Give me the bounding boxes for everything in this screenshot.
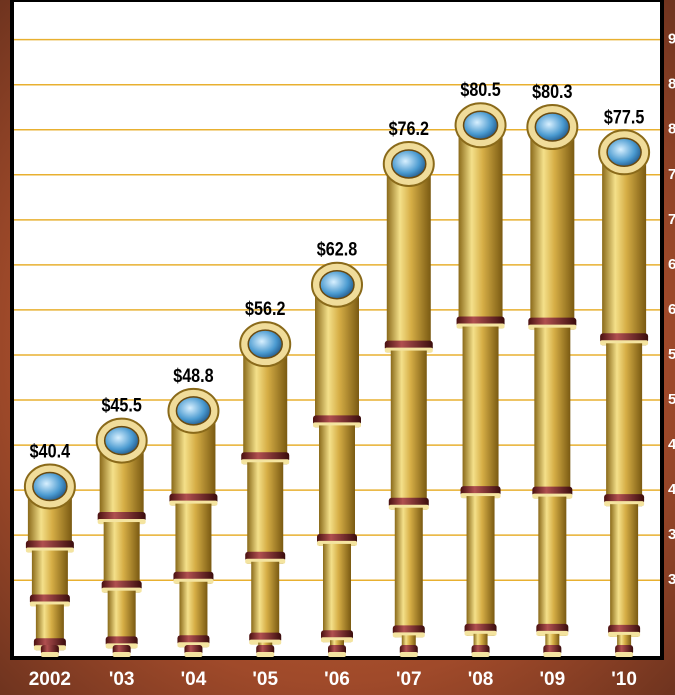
telescope-section bbox=[602, 152, 646, 345]
y-tick-label: 60 bbox=[668, 301, 675, 318]
page: 30 35 40 45 50 55 60 65 70 75 80 85 90 2002 $40.4 '03 $4… bbox=[0, 0, 675, 695]
x-tick-label: '06 bbox=[324, 669, 350, 690]
y-tick-label: 30 bbox=[668, 571, 675, 588]
value-label: $45.5 bbox=[101, 394, 142, 416]
telescope-ring bbox=[472, 652, 490, 657]
telescope-section bbox=[247, 462, 283, 563]
x-tick-label: '07 bbox=[396, 669, 422, 690]
telescope-ring bbox=[400, 652, 418, 657]
telescope-ring bbox=[543, 652, 561, 657]
telescope-ring bbox=[113, 652, 131, 657]
y-tick-label: 80 bbox=[668, 121, 675, 138]
telescope-section bbox=[530, 127, 574, 330]
chart: 30 35 40 45 50 55 60 65 70 75 80 85 90 2002 $40.4 '03 $4… bbox=[0, 0, 675, 695]
value-label: $40.4 bbox=[30, 440, 71, 462]
telescope-section bbox=[323, 544, 351, 642]
telescope-ring bbox=[256, 652, 274, 657]
x-tick-label: '09 bbox=[540, 669, 566, 690]
x-tick-label: '10 bbox=[611, 669, 637, 690]
y-tick-label: 50 bbox=[668, 391, 675, 408]
x-tick-label: 2002 bbox=[29, 669, 71, 690]
telescope-section bbox=[391, 351, 427, 510]
y-tick-label: 55 bbox=[668, 346, 675, 363]
x-tick-label: '04 bbox=[181, 669, 207, 690]
telescope-lens bbox=[464, 111, 498, 139]
y-tick-label: 35 bbox=[668, 526, 675, 543]
telescope-lens bbox=[535, 113, 569, 141]
telescope-lens bbox=[33, 473, 67, 501]
value-label: $62.8 bbox=[317, 238, 358, 260]
telescope-section bbox=[463, 327, 499, 499]
telescope-section bbox=[538, 497, 566, 636]
telescope-section bbox=[606, 343, 642, 506]
telescope-lens bbox=[248, 330, 282, 358]
y-tick-label: 70 bbox=[668, 211, 675, 228]
x-tick-label: '03 bbox=[109, 669, 135, 690]
telescope-lens bbox=[176, 397, 210, 425]
telescope-section bbox=[395, 508, 423, 638]
value-label: $80.5 bbox=[460, 79, 501, 101]
y-tick-label: 85 bbox=[668, 76, 675, 93]
telescope-lens bbox=[607, 138, 641, 166]
telescope-lens bbox=[320, 271, 354, 299]
telescope-section bbox=[387, 164, 431, 353]
telescope-lens bbox=[105, 427, 139, 455]
x-tick-label: '05 bbox=[252, 669, 278, 690]
value-label: $77.5 bbox=[604, 106, 645, 128]
telescope-ring bbox=[615, 652, 633, 657]
y-tick-label: 65 bbox=[668, 256, 675, 273]
telescope-section bbox=[459, 125, 503, 328]
telescope-section bbox=[467, 496, 495, 636]
telescope-lens bbox=[392, 150, 426, 178]
value-label: $80.3 bbox=[532, 81, 573, 103]
y-tick-label: 90 bbox=[668, 31, 675, 48]
y-tick-label: 45 bbox=[668, 436, 675, 453]
telescope-ring bbox=[184, 652, 202, 657]
telescope-section bbox=[319, 425, 355, 545]
telescope-ring bbox=[328, 652, 346, 657]
x-tick-label: '08 bbox=[468, 669, 494, 690]
value-label: $56.2 bbox=[245, 298, 286, 320]
value-label: $48.8 bbox=[173, 365, 214, 387]
telescope-ring bbox=[41, 652, 59, 657]
value-label: $76.2 bbox=[389, 118, 430, 140]
telescope-section bbox=[534, 328, 570, 499]
telescope-section bbox=[251, 562, 279, 645]
telescope-section bbox=[610, 504, 638, 637]
y-tick-label: 40 bbox=[668, 481, 675, 498]
y-tick-label: 75 bbox=[668, 166, 675, 183]
telescope-section bbox=[175, 504, 211, 584]
